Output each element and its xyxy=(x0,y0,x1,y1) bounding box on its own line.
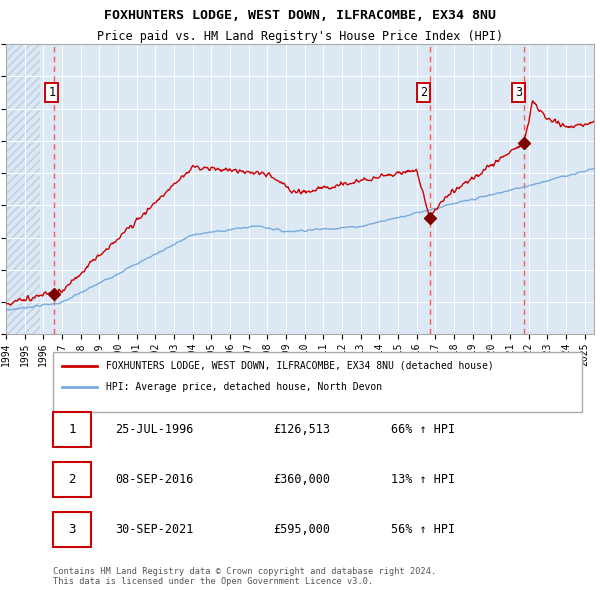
Text: 13% ↑ HPI: 13% ↑ HPI xyxy=(391,473,455,486)
Text: 1: 1 xyxy=(49,86,55,99)
Text: HPI: Average price, detached house, North Devon: HPI: Average price, detached house, Nort… xyxy=(106,382,382,392)
Title: Price paid vs. HM Land Registry's House Price Index (HPI): Price paid vs. HM Land Registry's House … xyxy=(97,30,503,43)
Text: 3: 3 xyxy=(68,523,76,536)
Text: £126,513: £126,513 xyxy=(274,423,331,436)
FancyBboxPatch shape xyxy=(53,512,91,547)
Text: FOXHUNTERS LODGE, WEST DOWN, ILFRACOMBE, EX34 8NU (detached house): FOXHUNTERS LODGE, WEST DOWN, ILFRACOMBE,… xyxy=(106,360,494,371)
Text: 2: 2 xyxy=(68,473,76,486)
Text: 3: 3 xyxy=(515,86,522,99)
Text: 30-SEP-2021: 30-SEP-2021 xyxy=(115,523,193,536)
Text: 56% ↑ HPI: 56% ↑ HPI xyxy=(391,523,455,536)
Text: 66% ↑ HPI: 66% ↑ HPI xyxy=(391,423,455,436)
Bar xyxy=(6,44,40,335)
FancyBboxPatch shape xyxy=(53,412,91,447)
Text: £595,000: £595,000 xyxy=(274,523,331,536)
Text: 25-JUL-1996: 25-JUL-1996 xyxy=(115,423,193,436)
Text: FOXHUNTERS LODGE, WEST DOWN, ILFRACOMBE, EX34 8NU: FOXHUNTERS LODGE, WEST DOWN, ILFRACOMBE,… xyxy=(104,9,496,22)
Text: 2: 2 xyxy=(421,86,428,99)
FancyBboxPatch shape xyxy=(53,462,91,497)
Text: 1: 1 xyxy=(68,423,76,436)
Text: Contains HM Land Registry data © Crown copyright and database right 2024.
This d: Contains HM Land Registry data © Crown c… xyxy=(53,566,436,586)
Text: £360,000: £360,000 xyxy=(274,473,331,486)
FancyBboxPatch shape xyxy=(53,352,582,412)
Text: 08-SEP-2016: 08-SEP-2016 xyxy=(115,473,193,486)
